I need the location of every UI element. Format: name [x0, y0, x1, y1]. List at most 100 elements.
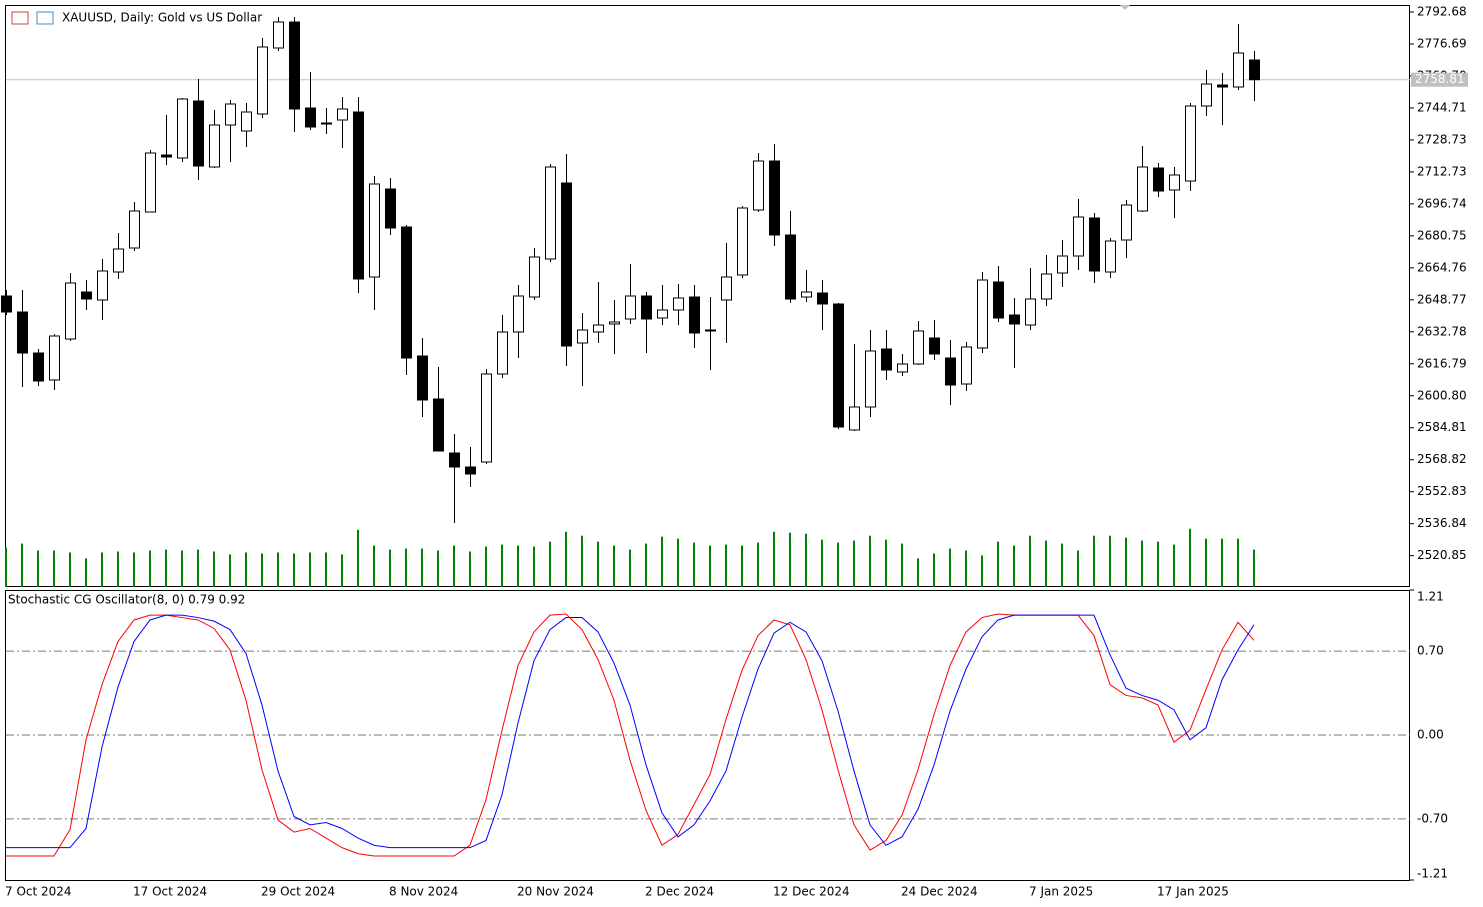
candle-body — [289, 21, 300, 110]
y-tick-label: 2536.84 — [1417, 516, 1467, 530]
x-tick-label: 20 Nov 2024 — [517, 885, 594, 899]
y-tick-label: 0.00 — [1417, 728, 1444, 742]
candle-body — [369, 183, 380, 278]
icon[interactable] — [36, 11, 54, 25]
candle-body — [561, 182, 572, 347]
candle-body — [17, 311, 28, 354]
y-tick-label: 2632.78 — [1417, 324, 1467, 338]
x-tick-label: 2 Dec 2024 — [645, 885, 714, 899]
x-tick-label: 8 Nov 2024 — [389, 885, 458, 899]
candle-body — [481, 373, 492, 463]
y-tick-label: 0.70 — [1417, 644, 1444, 658]
candle-body — [801, 291, 812, 298]
x-tick-label: 29 Oct 2024 — [261, 885, 335, 899]
candle-body — [529, 256, 540, 298]
candle-body — [1217, 84, 1228, 88]
candle-body — [177, 98, 188, 159]
x-tick-label: 17 Jan 2025 — [1157, 885, 1229, 899]
candle-body — [1233, 52, 1244, 88]
candle-body — [33, 352, 44, 382]
candle-body — [897, 363, 908, 373]
candle-body — [1009, 314, 1020, 325]
candle-body — [641, 295, 652, 320]
candle-body — [1073, 216, 1084, 257]
candle-body — [209, 124, 220, 168]
candle-body — [225, 103, 236, 126]
candle-body — [1025, 298, 1036, 326]
candle-body — [721, 276, 732, 301]
candle-body — [609, 321, 620, 325]
candle-body — [961, 346, 972, 385]
candle-body — [577, 329, 588, 344]
candle-body — [129, 210, 140, 249]
candle-body — [113, 248, 124, 273]
candle-body — [97, 270, 108, 301]
y-tick-label: 1.21 — [1417, 590, 1444, 604]
candle-body — [625, 295, 636, 320]
candle-body — [849, 406, 860, 431]
y-tick-label: 2776.69 — [1417, 36, 1467, 50]
candle-body — [49, 335, 60, 381]
x-tick-label: 7 Oct 2024 — [5, 885, 72, 899]
candle-body — [545, 166, 556, 260]
candle-body — [657, 309, 668, 319]
candle-body — [865, 350, 876, 408]
candle-body — [1137, 166, 1148, 212]
candle-body — [321, 122, 332, 125]
candle-body — [193, 100, 204, 167]
chart-title: XAUUSD, Daily: Gold vs US Dollar — [62, 11, 262, 25]
indicator-title: Stochastic CG Oscillator(8, 0) 0.79 0.92 — [8, 593, 245, 607]
y-tick-label: -0.70 — [1417, 811, 1448, 825]
candle-body — [1041, 273, 1052, 300]
y-tick-label: 2664.76 — [1417, 260, 1467, 274]
candle-body — [913, 330, 924, 365]
y-tick-label: 2712.73 — [1417, 164, 1467, 178]
y-tick-label: 2744.71 — [1417, 100, 1467, 114]
candle-body — [993, 281, 1004, 319]
x-tick-label: 12 Dec 2024 — [773, 885, 850, 899]
candle-body — [385, 188, 396, 229]
price-label-box — [1411, 72, 1468, 87]
candle-body — [417, 355, 428, 401]
shift-marker — [1120, 5, 1130, 10]
candle-body — [241, 111, 252, 132]
x-tick-label: 24 Dec 2024 — [901, 885, 978, 899]
candle-body — [1201, 83, 1212, 107]
candle-body — [465, 466, 476, 475]
y-tick-label: 2584.81 — [1417, 420, 1467, 434]
y-tick-label: 2696.74 — [1417, 196, 1467, 210]
x-tick-label: 17 Oct 2024 — [133, 885, 207, 899]
candle-body — [65, 282, 76, 340]
candle-body — [337, 108, 348, 121]
x-tick-label: 7 Jan 2025 — [1029, 885, 1093, 899]
candle-body — [1089, 217, 1100, 272]
candle-body — [881, 348, 892, 371]
candle-body — [273, 21, 284, 49]
candle-body — [769, 160, 780, 236]
candle-body — [1105, 240, 1116, 273]
y-tick-label: -1.21 — [1417, 867, 1448, 881]
candle-body — [833, 303, 844, 428]
icon[interactable] — [11, 11, 29, 25]
candle-body — [593, 324, 604, 333]
candle-body — [737, 207, 748, 276]
candle-body — [1169, 174, 1180, 191]
candle-body — [673, 297, 684, 311]
y-tick-label: 2616.79 — [1417, 356, 1467, 370]
candle-body — [497, 331, 508, 375]
y-tick-label: 2568.82 — [1417, 452, 1467, 466]
candle-body — [1, 295, 12, 313]
y-tick-label: 2600.80 — [1417, 388, 1467, 402]
candle-body — [977, 279, 988, 349]
candle-body — [945, 357, 956, 386]
candle-body — [785, 234, 796, 300]
oscillator-line — [6, 614, 1255, 849]
candle-body — [929, 337, 940, 355]
candle-body — [1153, 167, 1164, 192]
candle-body — [433, 398, 444, 452]
candle-body — [689, 296, 700, 334]
candle-body — [305, 107, 316, 128]
